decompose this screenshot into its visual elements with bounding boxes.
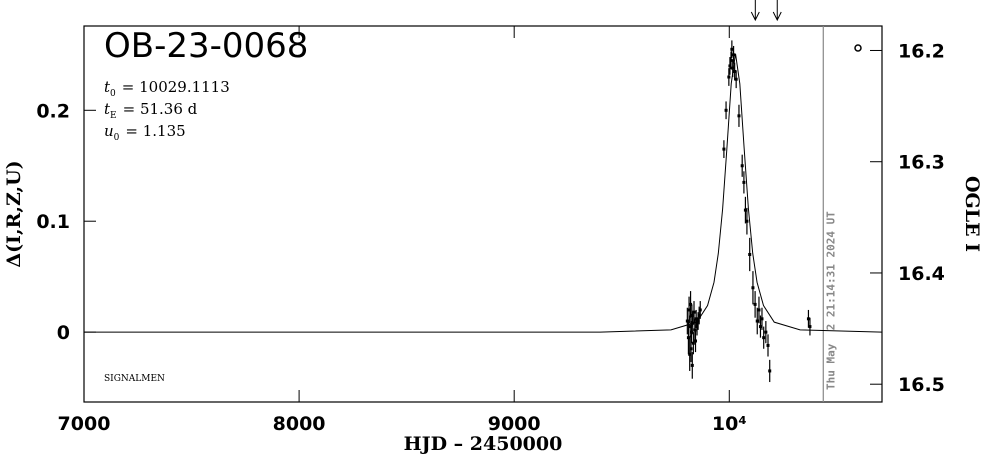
y2-axis-label: OGLE I xyxy=(961,176,983,252)
data-point xyxy=(742,180,746,184)
y2-tick-label: 16.3 xyxy=(898,152,945,174)
data-point xyxy=(691,321,695,325)
now-label: Thu May 2 21:14:31 2024 UT xyxy=(824,211,837,390)
data-point xyxy=(734,77,738,81)
data-point xyxy=(690,363,694,367)
data-point xyxy=(692,310,696,314)
data-point xyxy=(748,252,752,256)
parameter-value: = 51.36 d xyxy=(123,100,198,118)
parameter: t0 = 10029.1113 xyxy=(104,78,230,99)
parameter-symbol: t xyxy=(104,100,111,118)
data-point xyxy=(729,58,733,62)
y2-tick-label: 16.2 xyxy=(898,40,945,62)
y2-tick-label: 16.4 xyxy=(898,263,945,285)
x-tick-label: 10⁴ xyxy=(712,413,747,435)
data-point xyxy=(695,325,699,329)
data-point xyxy=(745,219,749,223)
y-axis-label: Δ(I,R,Z,U) xyxy=(3,160,25,267)
data-point xyxy=(730,47,734,51)
data-point xyxy=(694,339,698,343)
data-point xyxy=(691,341,695,345)
credit: SIGNALMEN xyxy=(104,374,165,384)
data-point xyxy=(687,308,691,312)
arrow xyxy=(750,0,760,22)
parameter-symbol: t xyxy=(104,78,111,96)
data-point xyxy=(751,286,755,290)
data-point xyxy=(724,108,728,112)
data-point xyxy=(689,347,693,351)
data-point xyxy=(690,313,694,317)
x-axis-label: HJD – 2450000 xyxy=(404,433,563,455)
legend-symbol xyxy=(854,44,862,52)
plot-frame xyxy=(83,25,883,403)
data-point xyxy=(758,325,762,329)
data-point xyxy=(689,330,693,334)
y2-tick-label: 16.5 xyxy=(898,374,945,396)
y-tick-label: 0.1 xyxy=(36,211,70,233)
data-point xyxy=(753,302,757,306)
data-point xyxy=(694,317,698,321)
x-tick-label: 8000 xyxy=(273,413,326,435)
data-point xyxy=(728,64,732,68)
x-tick-label: 9000 xyxy=(488,413,541,435)
parameter-subscript: 0 xyxy=(110,89,116,99)
data-point xyxy=(731,66,735,70)
data-point xyxy=(693,328,697,332)
data-point xyxy=(686,336,690,340)
chart-title: OB-23-0068 xyxy=(104,26,308,66)
y-tick-label: 0 xyxy=(57,322,70,344)
arrow xyxy=(772,0,782,22)
data-point xyxy=(743,208,747,212)
data-point xyxy=(688,352,692,356)
data-point xyxy=(733,69,737,73)
data-point xyxy=(685,319,689,323)
data-point xyxy=(722,147,726,151)
y-tick-label: 0.2 xyxy=(36,100,70,122)
parameter: u0 = 1.135 xyxy=(104,122,186,143)
parameter-symbol: u xyxy=(104,122,114,140)
data-point xyxy=(757,308,761,312)
x-tick-label: 7000 xyxy=(58,413,111,435)
parameter-subscript: E xyxy=(110,111,117,121)
data-point xyxy=(806,317,810,321)
data-point xyxy=(764,330,768,334)
data-point xyxy=(698,308,702,312)
data-point xyxy=(737,114,741,118)
data-point xyxy=(727,75,731,79)
data-point xyxy=(732,53,736,57)
parameter-subscript: 0 xyxy=(114,133,120,143)
data-point xyxy=(755,319,759,323)
data-point xyxy=(768,369,772,373)
parameter-value: = 10029.1113 xyxy=(122,78,230,96)
data-point xyxy=(808,325,812,329)
data-point xyxy=(760,317,764,321)
data-point xyxy=(697,313,701,317)
data-point xyxy=(688,325,692,329)
data-point xyxy=(740,164,744,168)
data-point xyxy=(762,336,766,340)
parameter-value: = 1.135 xyxy=(125,122,185,140)
data-point xyxy=(689,302,693,306)
data-point xyxy=(766,343,770,347)
parameter: tE = 51.36 d xyxy=(104,100,198,121)
data-point xyxy=(696,319,700,323)
